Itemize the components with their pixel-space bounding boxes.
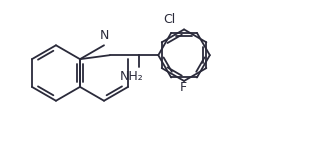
Text: Cl: Cl [163,13,175,26]
Text: F: F [179,81,187,95]
Text: NH₂: NH₂ [120,71,143,84]
Text: N: N [99,29,109,42]
